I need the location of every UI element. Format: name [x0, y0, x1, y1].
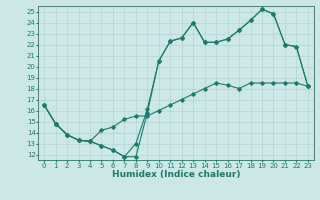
X-axis label: Humidex (Indice chaleur): Humidex (Indice chaleur)	[112, 170, 240, 179]
